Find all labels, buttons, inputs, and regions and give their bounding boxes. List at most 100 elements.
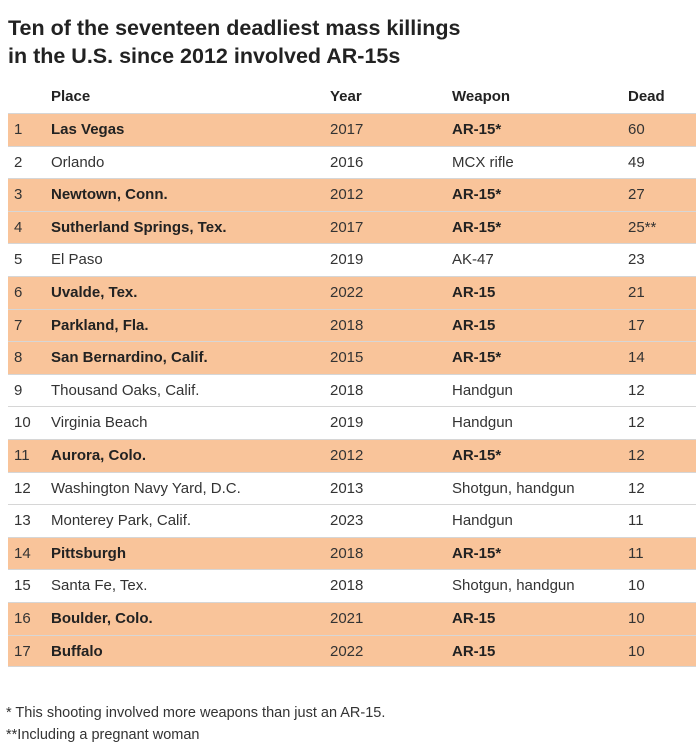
dead-cell: 49 — [628, 153, 645, 171]
place-cell: Buffalo — [51, 642, 103, 660]
year-cell: 2023 — [330, 512, 364, 530]
rank-cell: 1 — [14, 121, 23, 138]
year-cell: 2016 — [330, 153, 364, 171]
place-cell: Monterey Park, Calif. — [51, 512, 192, 530]
place-cell: Aurora, Colo. — [51, 446, 147, 464]
table-row: 3 Newtown, Conn. 2012 AR-15* 27 — [8, 178, 696, 211]
place-cell: Parkland, Fla. — [51, 316, 149, 334]
dead-cell: 12 — [628, 446, 645, 464]
weapon-cell: AR-15* — [452, 218, 502, 236]
dead-cell: 11 — [628, 512, 644, 530]
dead-cell: 14 — [628, 349, 645, 367]
weapon-cell: Shotgun, handgun — [452, 577, 575, 595]
table-body: 1 Las Vegas 2017 AR-15* 60 2 Orlando 2016 MCX ri… — [8, 113, 696, 668]
year-cell: 2021 — [330, 609, 364, 627]
weapon-cell: AR-15* — [452, 186, 502, 204]
year-cell: 2019 — [330, 414, 364, 432]
chart-title-line-1: Ten of the seventeen deadliest mass kill… — [8, 16, 461, 40]
dead-cell: 17 — [628, 316, 645, 334]
dead-cell: 25** — [628, 218, 657, 236]
dead-cell: 60 — [628, 121, 645, 138]
place-cell: San Bernardino, Calif. — [51, 349, 208, 367]
rank-cell: 6 — [14, 283, 23, 301]
year-cell: 2015 — [330, 349, 364, 367]
weapon-cell: Handgun — [452, 381, 513, 399]
rank-cell: 5 — [14, 251, 23, 269]
place-cell: Thousand Oaks, Calif. — [51, 381, 200, 399]
place-cell: Pittsburgh — [51, 544, 126, 562]
place-cell: Uvalde, Tex. — [51, 283, 138, 301]
dead-cell: 10 — [628, 642, 645, 660]
rank-cell: 14 — [14, 544, 31, 562]
dead-cell: 12 — [628, 479, 645, 497]
table-row: 9 Thousand Oaks, Calif. 2018 Handgun 12 — [8, 373, 696, 407]
dead-cell: 10 — [628, 577, 645, 595]
year-cell: 2017 — [330, 218, 364, 236]
table-row: 1 Las Vegas 2017 AR-15* 60 — [8, 113, 696, 146]
rank-cell: 2 — [14, 153, 23, 171]
rank-cell: 16 — [14, 609, 31, 627]
weapon-cell: AR-15 — [452, 283, 496, 301]
place-cell: Santa Fe, Tex. — [51, 577, 148, 595]
table-row: 2 Orlando 2016 MCX rifle 49 — [8, 145, 696, 179]
year-cell: 2018 — [330, 577, 364, 595]
rank-cell: 13 — [14, 512, 31, 530]
year-cell: 2017 — [330, 121, 364, 138]
year-cell: 2012 — [330, 186, 364, 204]
place-cell: Las Vegas — [51, 121, 125, 138]
rank-cell: 8 — [14, 349, 23, 367]
place-cell: Orlando — [51, 153, 105, 171]
rank-cell: 9 — [14, 381, 23, 399]
weapon-cell: AR-15* — [452, 121, 502, 138]
column-header-weapon: Weapon — [452, 88, 511, 105]
weapon-cell: AR-15 — [452, 316, 496, 334]
weapon-cell: AR-15 — [452, 609, 496, 627]
place-cell: El Paso — [51, 251, 103, 269]
dead-cell: 10 — [628, 609, 645, 627]
weapon-cell: AR-15* — [452, 349, 502, 367]
table-row: 8 San Bernardino, Calif. 2015 AR-15* 14 — [8, 341, 696, 374]
year-cell: 2013 — [330, 479, 364, 497]
weapon-cell: AK-47 — [452, 251, 494, 269]
dead-cell: 11 — [628, 544, 644, 562]
column-header-year: Year — [330, 88, 362, 105]
table-row: 13 Monterey Park, Calif. 2023 Handgun 11 — [8, 504, 696, 537]
table-header: Place Year Weapon Dead — [8, 80, 696, 113]
rank-cell: 3 — [14, 186, 23, 204]
table-row: 6 Uvalde, Tex. 2022 AR-15 21 — [8, 275, 696, 309]
footnote-ar15: * This shooting involved more weapons th… — [6, 705, 386, 721]
weapon-cell: AR-15 — [452, 642, 496, 660]
table-row: 12 Washington Navy Yard, D.C. 2013 Shotgun,… — [8, 471, 696, 505]
rank-cell: 7 — [14, 316, 23, 334]
chart-title: Ten of the seventeen deadliest mass kill… — [8, 14, 688, 70]
rank-cell: 10 — [14, 414, 31, 432]
weapon-cell: Handgun — [452, 414, 513, 432]
dead-cell: 12 — [628, 381, 645, 399]
place-cell: Washington Navy Yard, D.C. — [51, 479, 241, 497]
weapon-cell: MCX rifle — [452, 153, 514, 171]
table-row: 7 Parkland, Fla. 2018 AR-15 17 — [8, 308, 696, 342]
weapon-cell: AR-15* — [452, 446, 502, 464]
chart-title-line-2: in the U.S. since 2012 involved AR-15s — [8, 44, 401, 68]
year-cell: 2018 — [330, 381, 364, 399]
year-cell: 2018 — [330, 316, 364, 334]
rank-cell: 12 — [14, 479, 31, 497]
killings-table: Place Year Weapon Dead 1 Las Vegas 2017 AR-… — [8, 80, 696, 668]
rank-cell: 15 — [14, 577, 31, 595]
rank-cell: 11 — [14, 446, 30, 464]
table-row: 17 Buffalo 2022 AR-15 10 — [8, 634, 696, 668]
table-row: 15 Santa Fe, Tex. 2018 Shotgun, handgun 10 — [8, 569, 696, 602]
weapon-cell: AR-15* — [452, 544, 502, 562]
dead-cell: 21 — [628, 283, 645, 301]
table-row: 4 Sutherland Springs, Tex. 2017 AR-15* 25** — [8, 210, 696, 244]
year-cell: 2018 — [330, 544, 364, 562]
year-cell: 2022 — [330, 283, 364, 301]
footnotes: * This shooting involved more weapons th… — [6, 702, 696, 746]
table-row: 16 Boulder, Colo. 2021 AR-15 10 — [8, 601, 696, 635]
column-header-place: Place — [51, 88, 91, 105]
rank-cell: 17 — [14, 642, 31, 660]
table-row: 14 Pittsburgh 2018 AR-15* 11 — [8, 536, 696, 570]
dead-cell: 23 — [628, 251, 645, 269]
rank-cell: 4 — [14, 218, 23, 236]
column-header-dead: Dead — [628, 88, 665, 105]
